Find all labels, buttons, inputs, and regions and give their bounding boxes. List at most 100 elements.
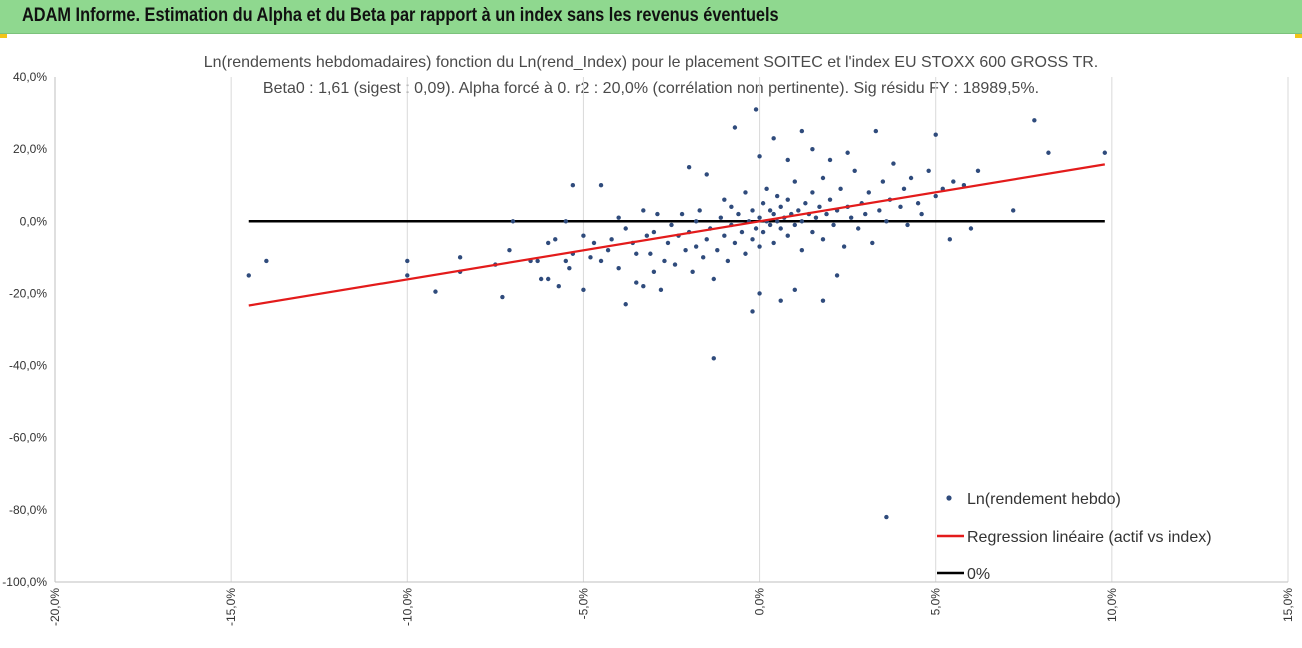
data-point [820, 175, 826, 181]
data-point [732, 240, 738, 246]
data-point [750, 208, 755, 213]
data-point [757, 215, 762, 220]
data-point [581, 287, 586, 293]
data-point [405, 258, 410, 264]
y-tick-label: 20,0% [13, 142, 47, 156]
data-point [581, 233, 586, 238]
data-point [933, 132, 938, 137]
data-point [873, 128, 879, 134]
y-tick-label: -40,0% [9, 359, 47, 373]
data-point [856, 226, 861, 231]
banner-accent-left [0, 34, 7, 38]
data-point [785, 233, 790, 238]
data-point [926, 168, 931, 173]
data-point [651, 229, 657, 235]
y-tick-label: -100,0% [2, 575, 47, 589]
data-point [1102, 150, 1108, 155]
data-point [553, 237, 558, 242]
data-point [813, 215, 819, 220]
data-point [817, 204, 822, 210]
data-point [757, 244, 762, 249]
data-point [651, 269, 657, 274]
data-point [905, 222, 910, 228]
data-point [947, 237, 953, 242]
data-point [866, 190, 871, 195]
data-point [704, 172, 709, 177]
legend-label: Regression linéaire (actif vs index) [967, 529, 1212, 546]
data-point [778, 204, 783, 210]
data-point [753, 226, 759, 231]
data-point [848, 215, 854, 220]
data-point [778, 298, 783, 303]
report-banner: ADAM Informe. Estimation du Alpha et du … [0, 0, 1302, 34]
data-point [655, 211, 660, 217]
data-point [715, 247, 720, 253]
data-point [760, 201, 766, 206]
data-point [665, 240, 671, 246]
data-point [799, 247, 805, 253]
data-point [623, 302, 628, 307]
data-point [743, 190, 748, 195]
data-point [919, 211, 924, 217]
data-point [616, 215, 621, 220]
data-point [623, 226, 628, 231]
data-point [644, 233, 650, 238]
data-point [908, 175, 914, 181]
data-point [774, 193, 780, 199]
data-point [711, 356, 716, 361]
data-point [567, 265, 572, 271]
data-point [732, 125, 738, 130]
data-point [693, 219, 699, 224]
data-point [880, 179, 886, 184]
data-point [753, 107, 759, 112]
x-tick-label: -15,0% [224, 588, 238, 626]
data-point [616, 265, 621, 271]
data-point [803, 201, 808, 206]
data-point [750, 237, 755, 242]
data-point [771, 240, 776, 246]
data-point [686, 164, 692, 170]
data-point [722, 233, 727, 238]
data-point [662, 258, 667, 264]
data-point [750, 309, 755, 314]
data-point [884, 514, 889, 520]
x-tick-label: -5,0% [576, 588, 590, 620]
data-point [792, 179, 797, 184]
data-point [538, 276, 544, 282]
data-point [669, 222, 674, 228]
data-point [774, 219, 780, 224]
data-point [820, 237, 826, 242]
data-point [870, 240, 875, 246]
data-point [672, 262, 678, 267]
data-point [500, 294, 505, 300]
report-title: ADAM Informe. Estimation du Alpha et du … [22, 5, 779, 26]
data-point [563, 258, 569, 264]
x-tick-label: 5,0% [929, 588, 943, 616]
data-point [796, 208, 801, 213]
legend-label: Ln(rendement hebdo) [967, 491, 1121, 508]
data-point [433, 289, 438, 294]
data-point [598, 183, 604, 188]
x-tick-label: 15,0% [1281, 588, 1295, 622]
data-point [690, 269, 695, 274]
data-point [771, 211, 776, 217]
data-point [535, 258, 540, 264]
data-point [915, 201, 921, 206]
data-point [764, 186, 769, 192]
data-point [739, 229, 745, 235]
data-point [683, 247, 688, 253]
regression-line [248, 163, 1105, 307]
data-point [722, 197, 727, 202]
data-point [767, 222, 773, 228]
data-point [1032, 118, 1037, 123]
data-point [634, 280, 639, 285]
data-point [951, 179, 956, 184]
data-point [718, 215, 724, 220]
data-point [898, 204, 903, 210]
x-tick-label: 10,0% [1105, 588, 1119, 622]
data-point [648, 251, 653, 256]
data-point [757, 154, 762, 159]
data-point [658, 287, 664, 293]
data-point [845, 150, 850, 155]
